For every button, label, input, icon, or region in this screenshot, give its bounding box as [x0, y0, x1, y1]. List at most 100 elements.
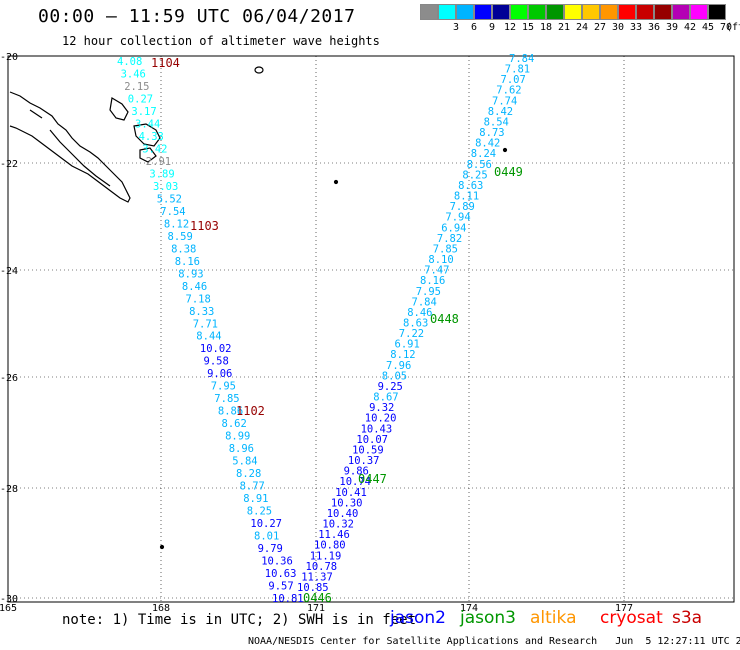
legend-swatch [708, 4, 726, 20]
lat-label: -30 [0, 594, 18, 605]
swh-value: 7.18 [186, 293, 211, 305]
lat-label: -22 [0, 159, 18, 170]
swh-value: 10.63 [265, 568, 297, 580]
swh-value: 7.89 [450, 201, 475, 213]
swh-value: 11.46 [318, 529, 350, 541]
time-label: 0449 [494, 165, 523, 179]
satellite-name: altika [530, 608, 577, 628]
swh-value: 10.20 [365, 413, 397, 425]
loyalty-islands-coast [109, 97, 129, 121]
swh-value: 10.78 [306, 561, 338, 573]
swh-value: 3.89 [149, 168, 174, 180]
legend-swatch [690, 4, 708, 20]
map-title: 00:00 — 11:59 UTC 06/04/2017 [38, 6, 356, 27]
swh-value: 8.96 [229, 443, 254, 455]
legend-swatch [456, 4, 474, 20]
time-label: 0446 [303, 591, 332, 605]
legend-swatch [528, 4, 546, 20]
swh-value: 10.80 [314, 540, 346, 552]
swh-value: 8.99 [225, 431, 250, 443]
swh-value: 10.85 [297, 582, 329, 594]
map-subtitle: 12 hour collection of altimeter wave hei… [62, 34, 380, 48]
legend-swatch [546, 4, 564, 20]
swh-value: 8.28 [236, 468, 261, 480]
credit-line: NOAA/NESDIS Center for Satellite Applica… [248, 636, 740, 647]
lon-label: 165 [0, 603, 17, 614]
swh-value: 10.32 [322, 519, 354, 531]
swh-value: 10.27 [250, 518, 282, 530]
legend-tick-label: 30 [611, 22, 625, 33]
swh-value: 8.12 [390, 349, 415, 361]
swh-value: 10.02 [200, 343, 232, 355]
legend-tick-label: 6 [470, 22, 478, 33]
swh-value: 3.44 [135, 118, 160, 130]
legend-tick-label: 45 [701, 22, 715, 33]
swh-value: 6.91 [395, 339, 420, 351]
swh-value: 9.79 [258, 543, 283, 555]
swh-value: 8.63 [403, 318, 428, 330]
swh-value: 8.42 [475, 138, 500, 150]
small-islet [159, 544, 165, 550]
footnote: note: 1) Time is in UTC; 2) SWH is in fe… [62, 612, 417, 628]
swh-value: 8.67 [373, 392, 398, 404]
swh-value: 8.16 [420, 275, 445, 287]
legend-tick-label: 24 [575, 22, 589, 33]
legend-tick-label: 18 [539, 22, 553, 33]
swh-value: 8.93 [178, 268, 203, 280]
swh-value: 8.38 [171, 243, 196, 255]
swh-value: 9.57 [268, 581, 293, 593]
swh-value: 8.62 [222, 418, 247, 430]
swh-value: 7.84 [412, 296, 437, 308]
lon-label: 171 [307, 603, 325, 614]
legend-swatch [564, 4, 582, 20]
swh-value: 10.07 [356, 434, 388, 446]
legend-swatch [654, 4, 672, 20]
swh-value: 11.37 [301, 571, 333, 583]
walpole-island [254, 66, 264, 74]
swh-value: 2.91 [146, 156, 171, 168]
legend-swatch [420, 4, 438, 20]
legend-tick-label: 70 [719, 22, 733, 33]
swh-value: 3.46 [121, 69, 146, 81]
legend-swatch [438, 4, 456, 20]
swh-value: 8.44 [196, 331, 221, 343]
time-labels: 1104 1103 1102 0449 0448 0447 0446 [151, 56, 523, 605]
swh-value: 10.37 [348, 455, 380, 467]
swh-value: 8.10 [428, 254, 453, 266]
swh-value: 5.84 [232, 456, 257, 468]
swh-value: 7.82 [437, 233, 462, 245]
swh-value: 10.59 [352, 445, 384, 457]
time-label: 1103 [190, 219, 219, 233]
legend-tick-label: 3 [452, 22, 460, 33]
matthew-island [502, 147, 508, 153]
legend-swatch [672, 4, 690, 20]
swh-value: 7.85 [214, 393, 239, 405]
swh-value: 2.15 [124, 81, 149, 93]
swh-value: 9.58 [204, 356, 229, 368]
legend-tick-label: 15 [521, 22, 535, 33]
legend-tick-label: 33 [629, 22, 643, 33]
legend-swatch [582, 4, 600, 20]
time-label: 1104 [151, 56, 180, 70]
swh-value: 10.43 [361, 423, 393, 435]
swh-value: 11.19 [310, 550, 342, 562]
swh-value: 7.62 [496, 85, 521, 97]
swh-value: 8.46 [182, 281, 207, 293]
swh-value: 10.81 [272, 593, 304, 605]
swh-value: 8.54 [484, 117, 509, 129]
satellite-name: s3a [672, 608, 703, 628]
new-caledonia-inner-coast [29, 109, 111, 187]
swh-value: 7.07 [501, 74, 526, 86]
swh-value: 8.12 [164, 218, 189, 230]
swh-value: 8.25 [247, 506, 272, 518]
swh-value: 9.86 [344, 466, 369, 478]
swh-value: 3.17 [131, 106, 156, 118]
swh-value: 8.11 [454, 191, 479, 203]
legend-tick-label: 39 [665, 22, 679, 33]
swh-value: 8.24 [471, 148, 496, 160]
legend-swatch [636, 4, 654, 20]
swh-value: 7.71 [193, 318, 218, 330]
